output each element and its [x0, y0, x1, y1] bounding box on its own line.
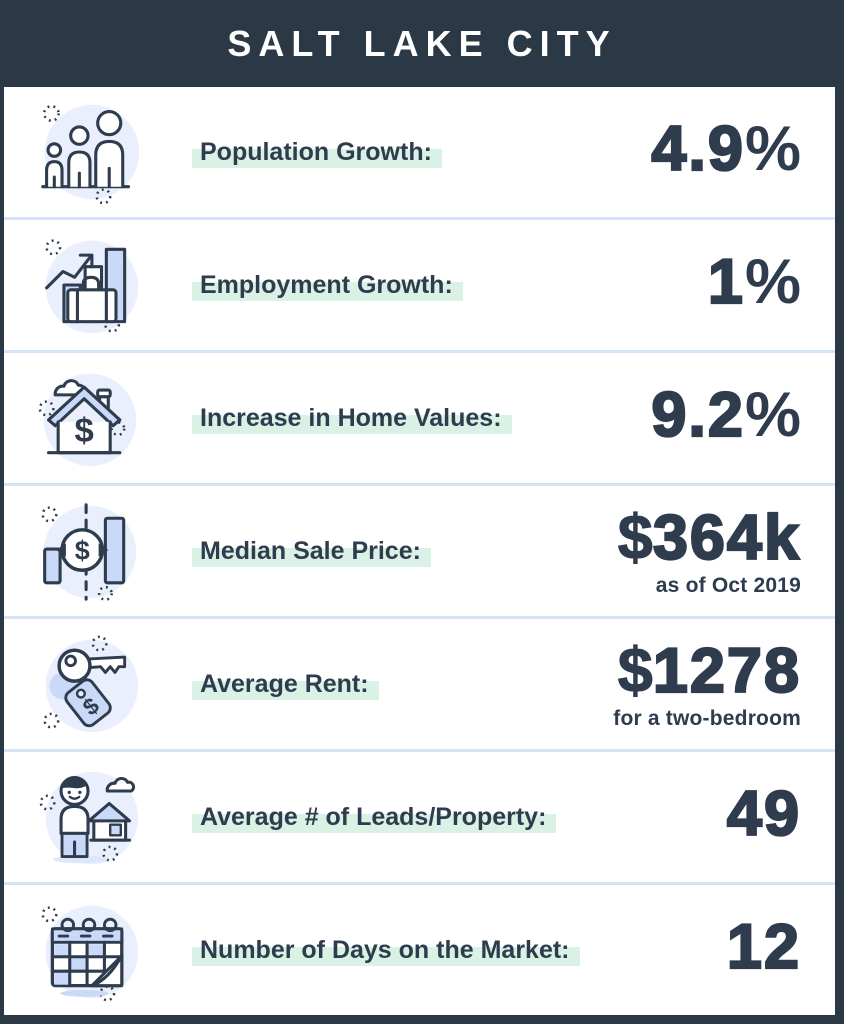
stat-label: Average Rent:	[192, 666, 379, 702]
header-bar: SALT LAKE CITY	[0, 0, 844, 87]
stat-value-block: $1278 for a two-bedroom	[613, 635, 801, 730]
stat-value: 4.9%	[650, 114, 801, 184]
stat-value-block: $364k as of Oct 2019	[617, 502, 801, 597]
stat-row-employment-growth: Employment Growth: 1%	[4, 217, 835, 350]
average-rent-icon: $	[30, 631, 148, 737]
stat-value-block: 12	[726, 912, 801, 984]
stat-subvalue: for a two-bedroom	[613, 706, 801, 730]
city-title: SALT LAKE CITY	[227, 22, 617, 64]
stat-label: Employment Growth:	[192, 267, 463, 303]
stat-row-average-rent: $ Average Rent: $1278 for a two-bedroom	[4, 616, 835, 749]
stat-value: $1278	[617, 635, 801, 706]
employment-growth-icon	[30, 232, 148, 338]
stat-subvalue: as of Oct 2019	[655, 573, 801, 597]
stat-label: Average # of Leads/Property:	[192, 799, 557, 835]
stat-row-population-growth: Population Growth: 4.9%	[4, 87, 835, 217]
leads-per-property-icon	[30, 764, 148, 870]
population-growth-icon	[30, 99, 148, 205]
stat-value: 49	[726, 779, 801, 849]
stat-row-home-values: $ Increase in Home Values: 9.2%	[4, 350, 835, 483]
stat-value-block: 1%	[707, 247, 801, 319]
stat-label: Number of Days on the Market:	[192, 932, 580, 968]
stat-value: 12	[726, 912, 801, 982]
home-values-icon: $	[30, 365, 148, 471]
stat-value: 1%	[707, 247, 801, 317]
stat-label: Population Growth:	[192, 134, 442, 170]
stat-value-block: 49	[726, 779, 801, 851]
median-sale-price-icon: $	[30, 498, 148, 604]
stat-value-block: 4.9%	[650, 114, 801, 186]
stats-panel: Population Growth: 4.9%	[4, 87, 835, 1015]
svg-text:$: $	[75, 412, 94, 450]
stat-row-leads-per-property: Average # of Leads/Property: 49	[4, 749, 835, 882]
stat-row-days-on-market: Number of Days on the Market: 12	[4, 882, 835, 1015]
stat-row-median-sale-price: $ Median Sale Price: $364k as of Oct 201…	[4, 483, 835, 616]
stat-label: Increase in Home Values:	[192, 400, 512, 436]
days-on-market-icon	[30, 897, 148, 1003]
svg-text:$: $	[75, 536, 90, 566]
stat-value: 9.2%	[650, 380, 801, 450]
stat-value-block: 9.2%	[650, 380, 801, 452]
stat-value: $364k	[617, 502, 801, 573]
stat-label: Median Sale Price:	[192, 533, 431, 569]
